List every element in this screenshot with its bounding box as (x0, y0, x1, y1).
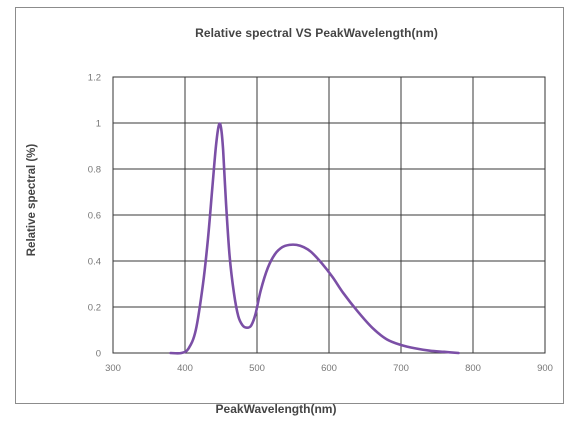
x-tick-label: 500 (249, 363, 265, 374)
chart-title: Relative spectral VS PeakWavelength(nm) (195, 26, 438, 40)
x-tick-label: 700 (393, 363, 409, 374)
y-tick-label: 0.6 (88, 211, 101, 222)
y-tick-label: 1 (96, 119, 101, 130)
y-tick-label: 1.2 (88, 73, 101, 84)
x-axis-label: PeakWavelength(nm) (215, 402, 337, 416)
y-tick-label: 0.2 (88, 303, 101, 314)
x-tick-label: 900 (537, 363, 553, 374)
y-tick-label: 0 (96, 349, 101, 360)
y-tick-label: 0.8 (88, 165, 101, 176)
y-tick-label: 0.4 (88, 257, 101, 268)
x-tick-label: 600 (321, 363, 337, 374)
x-tick-label: 300 (105, 363, 121, 374)
x-tick-label: 400 (177, 363, 193, 374)
x-tick-label: 800 (465, 363, 481, 374)
series-line (169, 122, 460, 355)
